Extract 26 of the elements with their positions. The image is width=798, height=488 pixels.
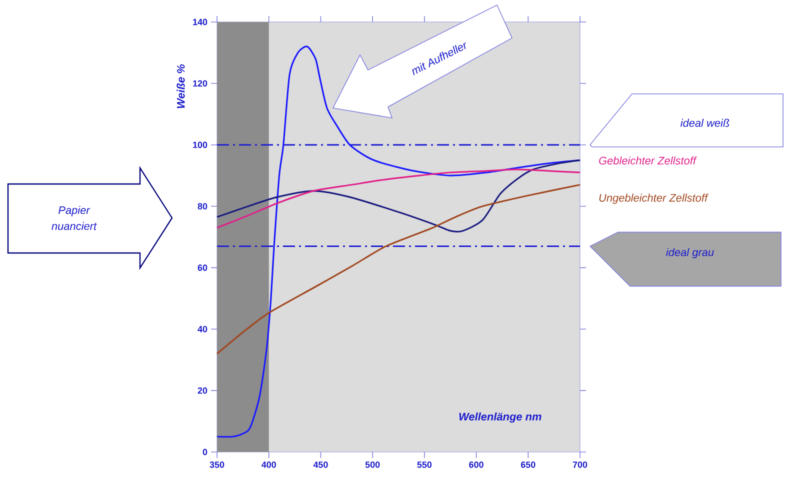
x-tick-label: 500 (365, 462, 380, 468)
line-series (216, 184, 581, 354)
y-tick-label: 0 (202, 448, 208, 456)
x-tick-label: 600 (469, 462, 484, 468)
y-axis-title: Weiße % (176, 64, 185, 108)
line-series (216, 168, 581, 229)
y-tick-label: 40 (198, 326, 208, 332)
series-label: Gebleichter Zellstoff (599, 156, 697, 165)
x-tick-label: 700 (572, 462, 588, 468)
x-axis-title: Wellenlänge nm (459, 412, 542, 423)
x-tick-label: 650 (521, 462, 536, 468)
x-tick-label: 450 (313, 462, 328, 468)
x-tick-label: 400 (262, 462, 276, 468)
y-tick-label: 120 (193, 80, 208, 87)
y-tick-label: 60 (198, 264, 208, 271)
series-label: Ungebleichter Zellstoff (599, 194, 708, 204)
ref-line-label: ideal grau (666, 248, 714, 258)
y-tick-label: 80 (198, 203, 208, 210)
text: Papier nuanciert (52, 206, 97, 230)
x-tick-label: 550 (417, 462, 432, 468)
line-series (216, 159, 581, 232)
ref-line-label: ideal weiß (680, 118, 730, 127)
y-tick-label: 20 (198, 387, 208, 394)
y-tick-label: 140 (193, 18, 208, 26)
y-tick-label: 100 (193, 142, 208, 148)
x-tick-label: 350 (210, 462, 224, 468)
